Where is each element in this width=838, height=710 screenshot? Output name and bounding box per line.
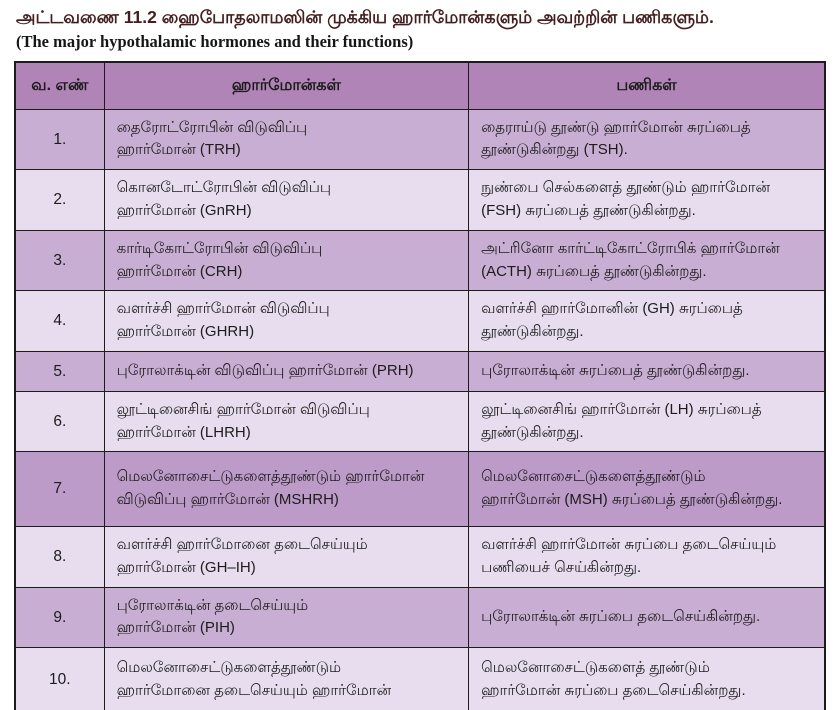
table-row: 9. புரோலாக்டின் தடைசெய்யும் ஹார்மோன் (PI… bbox=[14, 586, 826, 649]
hormone-table: வ. எண் ஹார்மோன்கள் பணிகள் 1. தைரோட்ரோபின… bbox=[14, 61, 826, 710]
row-number-cell: 4. bbox=[14, 290, 105, 352]
hormone-cell: மெலனோசைட்டுகளைத்தூண்டும் ஹார்மோனை தடைசெய… bbox=[103, 647, 470, 710]
function-cell: அட்ரினோ கார்ட்டிகோட்ரோபிக் ஹார்மோன் (ACT… bbox=[468, 229, 826, 292]
table-row: 5. புரோலாக்டின் விடுவிப்பு ஹார்மோன் (PRH… bbox=[14, 350, 826, 392]
table-row: 3. கார்டிகோட்ரோபின் விடுவிப்பு ஹார்மோன் … bbox=[14, 229, 826, 292]
row-number-cell: 1. bbox=[14, 108, 105, 171]
table-row: 4. வளர்ச்சி ஹார்மோன் விடுவிப்பு ஹார்மோன்… bbox=[14, 290, 826, 352]
table-row: 1. தைரோட்ரோபின் விடுவிப்பு ஹார்மோன் (TRH… bbox=[14, 108, 826, 171]
table-row: 10. மெலனோசைட்டுகளைத்தூண்டும் ஹார்மோனை தட… bbox=[14, 647, 826, 710]
hormone-cell: லூட்டினைசிங் ஹார்மோன் விடுவிப்பு ஹார்மோன… bbox=[103, 390, 470, 453]
hormone-cell: புரோலாக்டின் தடைசெய்யும் ஹார்மோன் (PIH) bbox=[103, 586, 470, 649]
row-number-cell: 3. bbox=[14, 229, 105, 292]
table-row: 8. வளர்ச்சி ஹார்மோனை தடைசெய்யும் ஹார்மோன… bbox=[14, 525, 826, 588]
hormone-cell: கொனடோட்ரோபின் விடுவிப்பு ஹார்மோன் (GnRH) bbox=[103, 169, 470, 231]
function-cell: புரோலாக்டின் சுரப்பைத் தூண்டுகின்றது. bbox=[468, 350, 826, 392]
function-cell: லூட்டினைசிங் ஹார்மோன் (LH) சுரப்பைத் தூண… bbox=[468, 390, 826, 453]
function-cell: வளர்ச்சி ஹார்மோனின் (GH) சுரப்பைத் தூண்ட… bbox=[468, 290, 826, 352]
function-cell: புரோலாக்டின் சுரப்பை தடைசெய்கின்றது. bbox=[468, 586, 826, 649]
hormone-cell: வளர்ச்சி ஹார்மோனை தடைசெய்யும் ஹார்மோன் (… bbox=[103, 525, 470, 588]
row-number-cell: 6. bbox=[14, 390, 105, 453]
table-row: 7. மெலனோசைட்டுகளைத்தூண்டும் ஹார்மோன் விட… bbox=[14, 451, 826, 527]
hormone-cell: வளர்ச்சி ஹார்மோன் விடுவிப்பு ஹார்மோன் (G… bbox=[103, 290, 470, 352]
row-number-cell: 9. bbox=[14, 586, 105, 649]
hormone-cell: தைரோட்ரோபின் விடுவிப்பு ஹார்மோன் (TRH) bbox=[103, 108, 470, 171]
row-number-cell: 7. bbox=[14, 451, 105, 527]
table-title-english: (The major hypothalamic hormones and the… bbox=[16, 31, 414, 51]
hormone-cell: புரோலாக்டின் விடுவிப்பு ஹார்மோன் (PRH) bbox=[103, 350, 470, 392]
row-number-cell: 10. bbox=[14, 647, 105, 710]
table-row: 6. லூட்டினைசிங் ஹார்மோன் விடுவிப்பு ஹார்… bbox=[14, 390, 826, 453]
function-cell: நுண்பை செல்களைத் தூண்டும் ஹார்மோன் (FSH)… bbox=[468, 169, 826, 231]
row-number-cell: 8. bbox=[14, 525, 105, 588]
function-cell: மெலனோசைட்டுகளைத் தூண்டும் ஹார்மோன் சுரப்… bbox=[468, 647, 826, 710]
row-number-cell: 5. bbox=[14, 350, 105, 392]
page-title-block: அட்டவணை 11.2 ஹைபோதலாமஸின் முக்கிய ஹார்மோ… bbox=[0, 0, 838, 54]
table-row: 2. கொனடோட்ரோபின் விடுவிப்பு ஹார்மோன் (Gn… bbox=[14, 169, 826, 231]
function-cell: மெலனோசைட்டுகளைத்தூண்டும் ஹார்மோன் (MSH) … bbox=[468, 451, 826, 527]
table-title-tamil: அட்டவணை 11.2 ஹைபோதலாமஸின் முக்கிய ஹார்மோ… bbox=[16, 7, 714, 27]
header-functions: பணிகள் bbox=[468, 61, 826, 110]
function-cell: வளர்ச்சி ஹார்மோன் சுரப்பை தடைசெய்யும் பண… bbox=[468, 525, 826, 588]
row-number-cell: 2. bbox=[14, 169, 105, 231]
header-serial-number: வ. எண் bbox=[14, 61, 105, 110]
table-header-row: வ. எண் ஹார்மோன்கள் பணிகள் bbox=[14, 61, 826, 110]
hormone-cell: கார்டிகோட்ரோபின் விடுவிப்பு ஹார்மோன் (CR… bbox=[103, 229, 470, 292]
hormone-cell: மெலனோசைட்டுகளைத்தூண்டும் ஹார்மோன் விடுவி… bbox=[103, 451, 470, 527]
header-hormones: ஹார்மோன்கள் bbox=[103, 61, 470, 110]
function-cell: தைராய்டு தூண்டு ஹார்மோன் சுரப்பைத் தூண்ட… bbox=[468, 108, 826, 171]
